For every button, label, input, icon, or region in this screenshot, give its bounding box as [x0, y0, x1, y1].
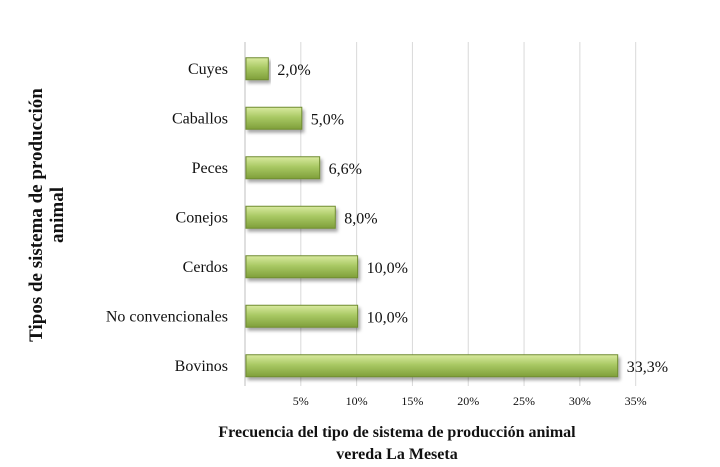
bars: [245, 57, 619, 378]
x-tick-label: 5%: [293, 394, 309, 408]
x-tick-label: 10%: [346, 394, 368, 408]
category-label: No convencionales: [106, 308, 228, 325]
bar: [245, 205, 336, 229]
bar: [245, 354, 619, 378]
data-label: 8,0%: [344, 210, 377, 227]
data-label: 10,0%: [367, 309, 408, 326]
x-tick-label: 20%: [457, 394, 479, 408]
data-label: 10,0%: [367, 260, 408, 277]
y-axis-title-line-2: animal: [47, 187, 68, 243]
grid: [300, 42, 637, 386]
category-label: Cerdos: [183, 259, 228, 276]
data-label: 5,0%: [311, 111, 344, 128]
x-axis-title-line-2: vereda La Meseta: [336, 446, 457, 463]
data-label: 2,0%: [277, 62, 310, 79]
x-axis-title-line-1: Frecuencia del tipo de sistema de produc…: [218, 424, 576, 441]
x-tick-label: 15%: [401, 394, 423, 408]
bar: [245, 255, 359, 279]
data-label: 33,3%: [627, 359, 668, 376]
y-axis-title-line-1: Tipos de sistema de producción: [26, 88, 47, 342]
category-label: Conejos: [176, 209, 228, 226]
x-tick-labels: 5% 10% 15% 20% 25% 30% 35%: [293, 394, 647, 408]
x-tick-label: 25%: [513, 394, 535, 408]
category-label: Caballos: [172, 110, 228, 127]
data-label: 6,6%: [329, 161, 362, 178]
category-label: Peces: [192, 160, 228, 177]
category-labels: Cuyes Caballos Peces Conejos Cerdos No conven…: [106, 61, 228, 375]
x-tick-label: 30%: [569, 394, 591, 408]
x-tick-label: 35%: [625, 394, 647, 408]
category-label: Cuyes: [188, 61, 228, 78]
bar: [245, 156, 321, 180]
data-labels: 2,0% 5,0% 6,6% 8,0% 10,0% 10,0% 33,3%: [277, 62, 668, 376]
bar: [245, 304, 359, 328]
category-label: Bovinos: [175, 358, 228, 375]
bar: [245, 106, 303, 130]
bar: [245, 57, 269, 81]
